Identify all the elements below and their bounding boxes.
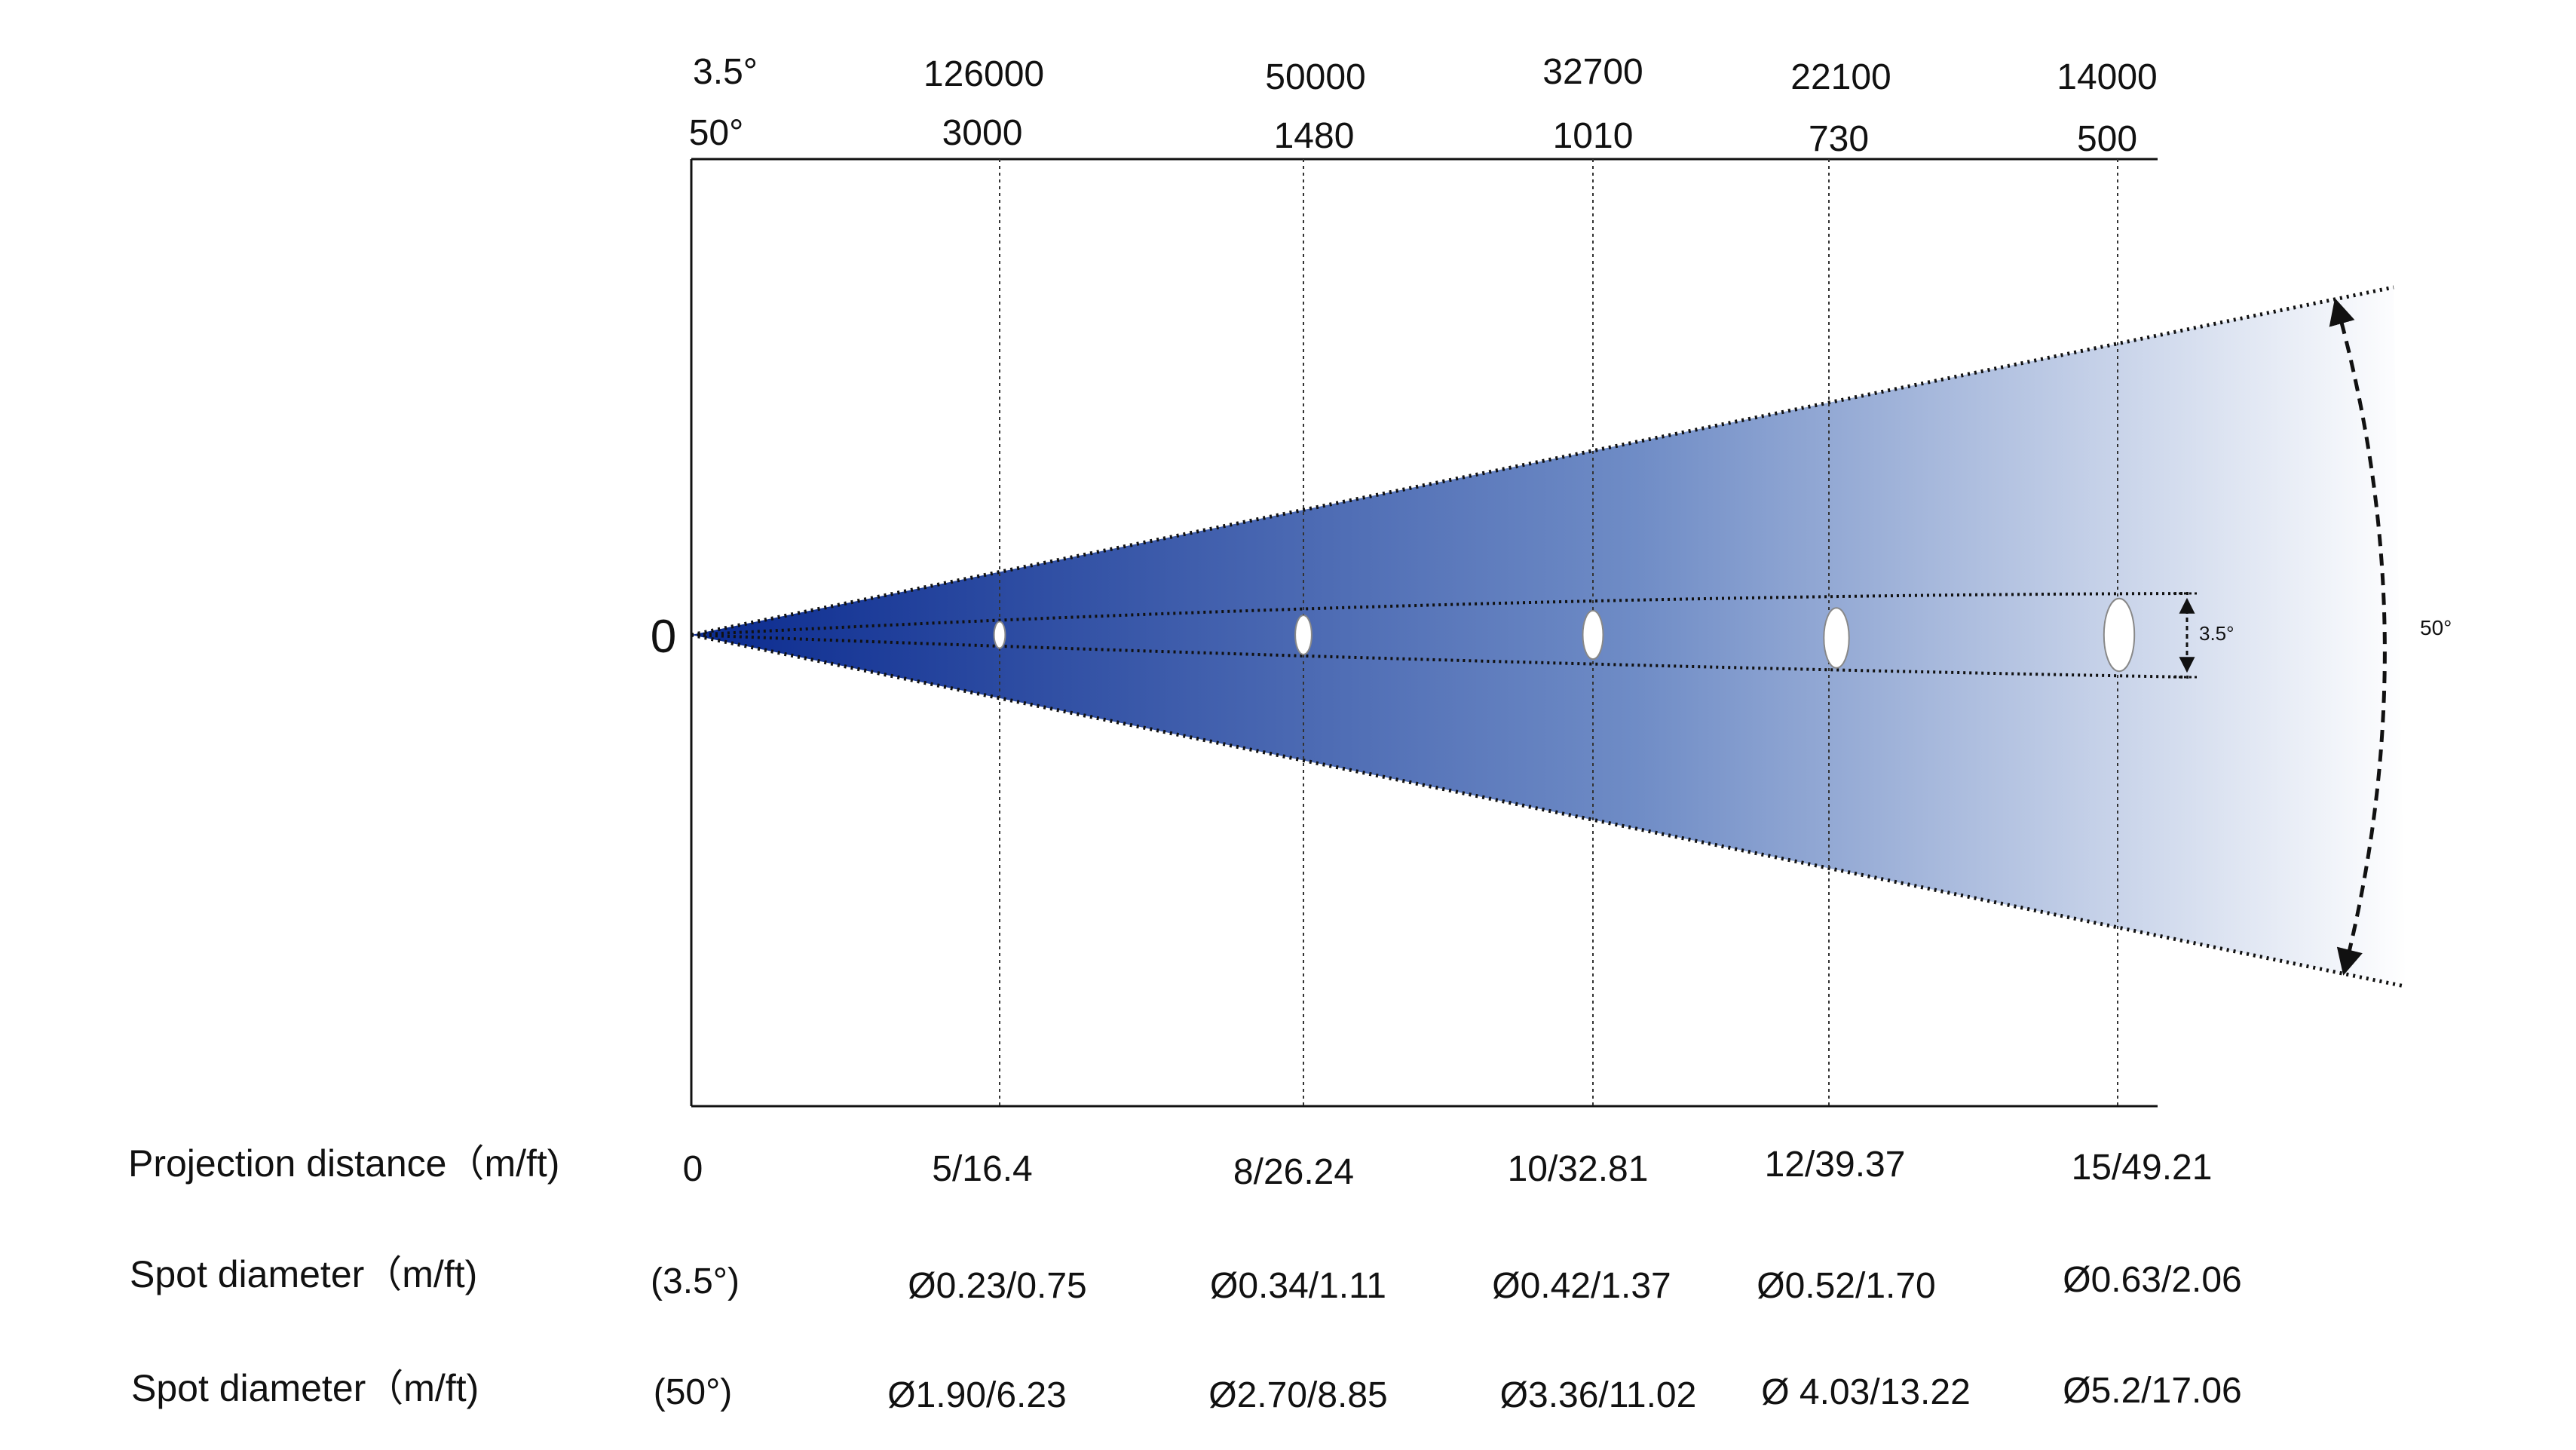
- distance-origin-value: 0: [683, 1149, 703, 1189]
- illuminance-narrow-12m: 22100: [1790, 57, 1891, 97]
- spot-wide-5m: Ø1.90/6.23: [887, 1375, 1067, 1415]
- narrow-angle-label: 3.5°: [2199, 622, 2234, 645]
- wide-angle-label: 50°: [2420, 616, 2452, 639]
- spot-wide-8m: Ø2.70/8.85: [1208, 1375, 1388, 1415]
- spot-wide-15m: Ø5.2/17.06: [2063, 1371, 2242, 1411]
- spot-wide-row-label: Spot diameter（m/ft): [131, 1367, 479, 1409]
- origin-label: 0: [651, 611, 676, 663]
- illuminance-wide-12m: 730: [1809, 119, 1869, 159]
- illuminance-narrow-15m: 14000: [2057, 57, 2157, 97]
- spot-10m: [1582, 609, 1604, 661]
- spot-narrow-5m: Ø0.23/0.75: [908, 1266, 1087, 1306]
- spot-narrow-8m: Ø0.34/1.11: [1210, 1266, 1386, 1306]
- spot-8m: [1294, 615, 1313, 655]
- spot-narrow-15m: Ø0.63/2.06: [2063, 1260, 2242, 1300]
- distance-10m: 10/32.81: [1508, 1149, 1649, 1189]
- spot-narrow-12m: Ø0.52/1.70: [1757, 1266, 1936, 1306]
- distance-15m: 15/49.21: [2072, 1148, 2213, 1188]
- spot-narrow-row-label: Spot diameter（m/ft): [130, 1253, 477, 1295]
- illuminance-narrow-5m: 126000: [924, 54, 1044, 94]
- spot-5m: [993, 621, 1006, 649]
- spot-15m: [2103, 597, 2136, 673]
- spot-narrow-10m: Ø0.42/1.37: [1492, 1266, 1671, 1306]
- spot-wide-10m: Ø3.36/11.02: [1500, 1375, 1697, 1415]
- header-row1-angle: 3.5°: [693, 52, 758, 92]
- spot-12m: [1823, 607, 1850, 669]
- spot-wide-12m: Ø 4.03/13.22: [1761, 1372, 1971, 1412]
- distance-row-label: Projection distance（m/ft): [128, 1142, 559, 1185]
- wide-beam-upper-edge: [691, 285, 2394, 637]
- illuminance-wide-5m: 3000: [942, 113, 1023, 153]
- illuminance-wide-8m: 1480: [1274, 116, 1355, 156]
- illuminance-narrow-8m: 50000: [1265, 57, 1365, 97]
- spot-narrow-angle: (3.5°): [651, 1261, 740, 1301]
- wide-beam-cone: [691, 287, 2405, 986]
- illuminance-wide-10m: 1010: [1553, 116, 1634, 156]
- illuminance-wide-15m: 500: [2077, 119, 2137, 159]
- distance-5m: 5/16.4: [932, 1149, 1032, 1189]
- illuminance-narrow-10m: 32700: [1542, 52, 1643, 92]
- header-row2-angle: 50°: [689, 113, 744, 153]
- wide-angle-arrow: [2329, 298, 2387, 976]
- distance-12m: 12/39.37: [1765, 1145, 1906, 1185]
- spot-wide-angle: (50°): [654, 1372, 733, 1412]
- distance-8m: 8/26.24: [1233, 1152, 1354, 1192]
